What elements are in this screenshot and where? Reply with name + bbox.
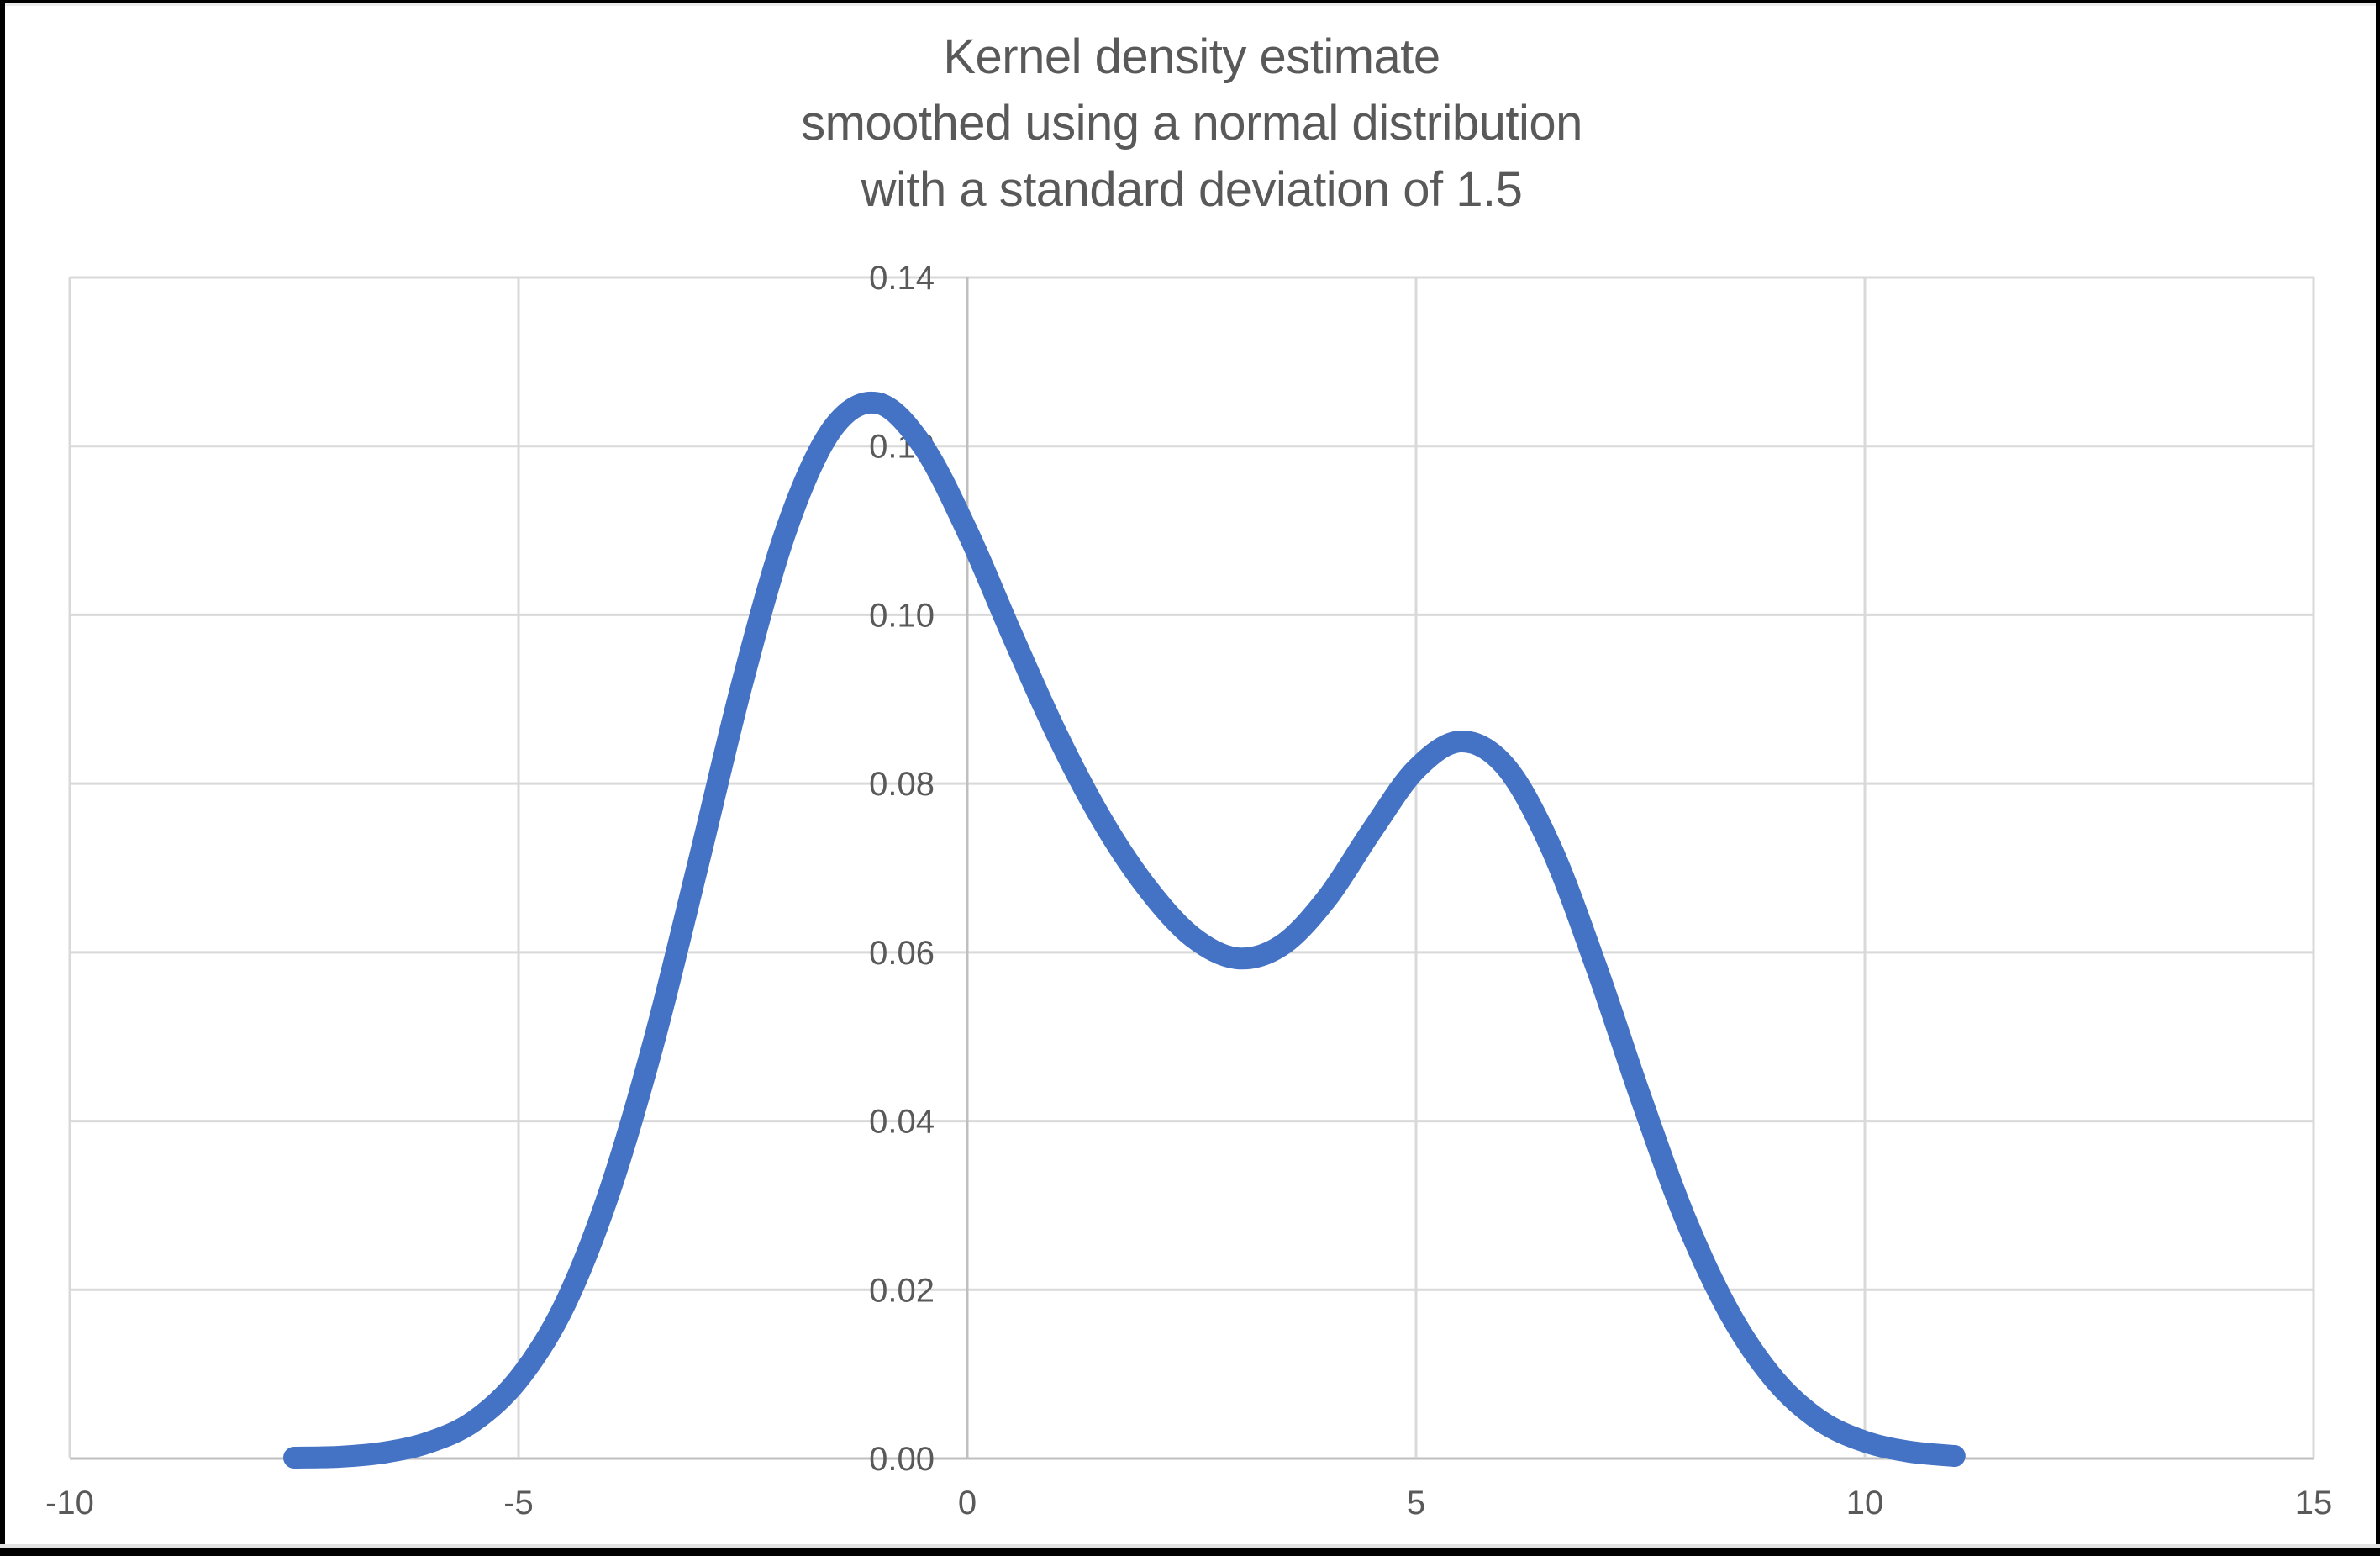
- y-tick-label: 0.00: [869, 1441, 935, 1478]
- y-tick-label: 0.02: [869, 1272, 935, 1309]
- y-tick-label: 0.06: [869, 935, 935, 972]
- y-tick-label: 0.14: [869, 260, 935, 297]
- kde-curve: [283, 391, 1966, 1469]
- y-tick-label: 0.08: [869, 766, 935, 803]
- x-tick-label: 10: [1846, 1485, 1884, 1522]
- y-tick-label: 0.10: [869, 597, 935, 634]
- y-tick-label: 0.04: [869, 1104, 935, 1141]
- chart-title: Kernel density estimate smoothed using a…: [801, 29, 1582, 217]
- x-tick-label: 15: [2295, 1485, 2333, 1522]
- x-tick-label: -10: [45, 1485, 94, 1522]
- x-tick-label: 0: [958, 1485, 977, 1522]
- x-tick-label: 5: [1407, 1485, 1425, 1522]
- x-tick-label: -5: [503, 1485, 534, 1522]
